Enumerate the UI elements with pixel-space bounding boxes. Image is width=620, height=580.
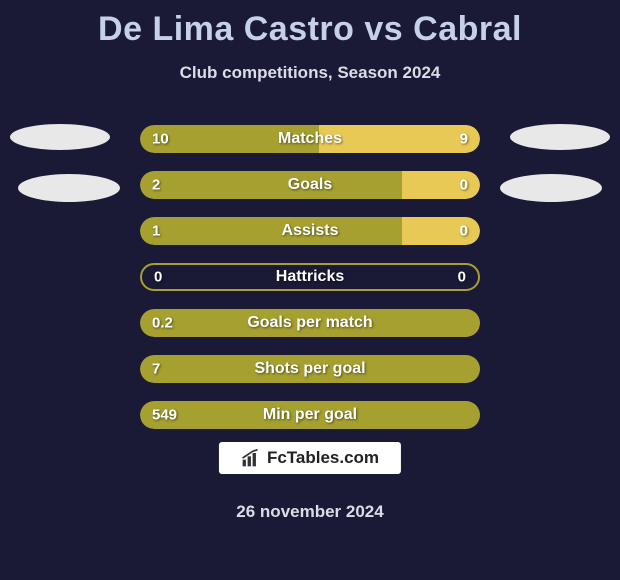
stats-container: Matches109Goals20Assists10Hattricks00Goa… [0,125,620,429]
stat-label: Assists [282,222,339,240]
stat-label: Min per goal [263,406,357,424]
player-left-avatar-2 [18,174,120,202]
player-right-avatar-1 [510,124,610,150]
stat-value-left: 0.2 [152,315,173,332]
stat-value-right: 0 [460,177,468,194]
comparison-subtitle: Club competitions, Season 2024 [0,63,620,83]
stat-row: Shots per goal 7 [140,355,480,383]
stat-bar-right [402,217,480,245]
brand-badge[interactable]: FcTables.com [219,442,401,474]
stat-row: Assists 1 0 [140,217,480,245]
stat-bar-right [319,125,480,153]
stat-row: Hattricks 0 0 [140,263,480,291]
stat-row: Matches 10 9 [140,125,480,153]
stat-value-left: 2 [152,177,160,194]
stat-value-left: 0 [154,269,162,286]
stat-value-left: 549 [152,407,177,424]
stat-value-left: 1 [152,223,160,240]
stat-row: Goals 2 0 [140,171,480,199]
stat-label: Matches [278,130,342,148]
stat-value-left: 7 [152,361,160,378]
stat-label: Goals [288,176,332,194]
stat-value-right: 0 [458,269,466,286]
stat-label: Goals per match [247,314,372,332]
stat-bar-left [140,217,402,245]
comparison-title: De Lima Castro vs Cabral [0,0,620,49]
player-left-avatar-1 [10,124,110,150]
stat-value-left: 10 [152,131,169,148]
stat-label: Shots per goal [254,360,365,378]
stat-value-right: 0 [460,223,468,240]
stat-row: Goals per match 0.2 [140,309,480,337]
stat-value-right: 9 [460,131,468,148]
footer-date: 26 november 2024 [236,502,383,522]
stat-label: Hattricks [276,268,344,286]
brand-chart-icon [241,448,261,468]
stat-bar-right [402,171,480,199]
player-right-avatar-2 [500,174,602,202]
stat-row: Min per goal 549 [140,401,480,429]
stat-bar-left [140,171,402,199]
brand-text: FcTables.com [267,448,379,468]
